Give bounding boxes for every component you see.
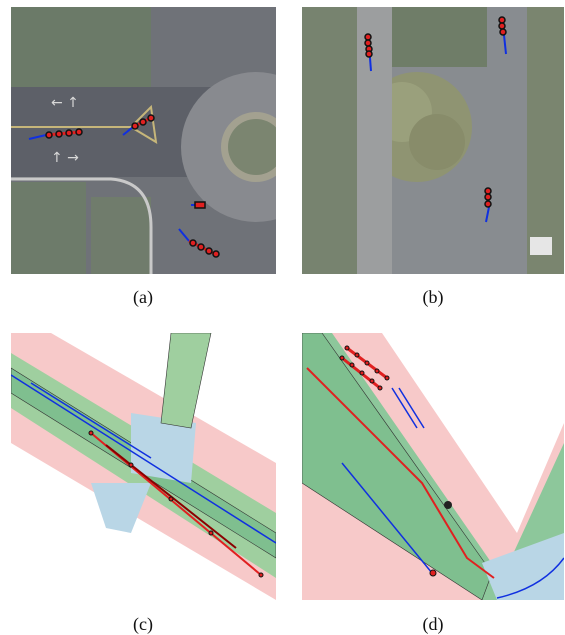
caption-c: (c): [133, 614, 153, 634]
trajectory-d1: [339, 345, 390, 391]
panel-a-image: ← ↑ ↑ →: [11, 7, 276, 274]
trajectory-a1: [45, 128, 83, 139]
caption-d: (d): [422, 614, 444, 634]
caption-a: (a): [133, 287, 153, 307]
trajectory-b3: [484, 187, 492, 208]
svg-text:← ↑: ← ↑: [51, 95, 79, 111]
panel-d-map: [302, 333, 564, 600]
panel-c-map: [11, 333, 276, 600]
svg-text:↑ →: ↑ →: [51, 150, 79, 166]
trajectory-c1: [88, 430, 264, 578]
caption-b: (b): [422, 287, 444, 307]
panel-b-image: [302, 7, 564, 274]
trajectory-b2: [498, 16, 507, 36]
trajectory-b1: [364, 33, 373, 58]
trajectory-a2: [131, 114, 155, 130]
trajectory-a3: [189, 239, 220, 258]
